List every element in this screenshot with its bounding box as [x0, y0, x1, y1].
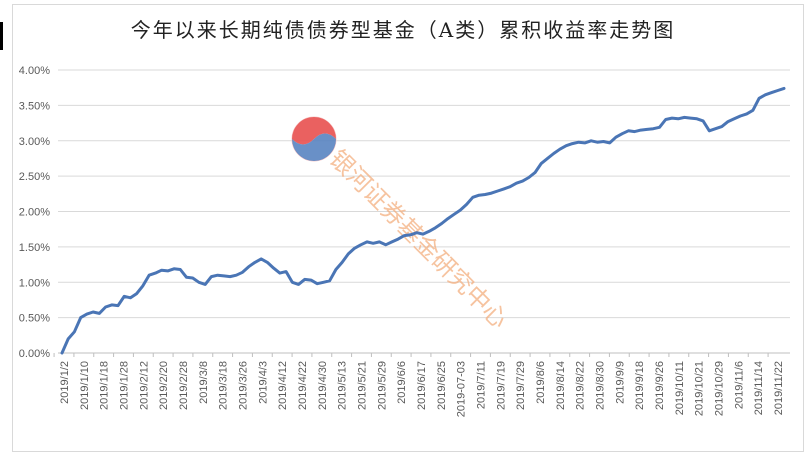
x-tick-label: 2019/8/22 [575, 361, 587, 410]
y-axis-ticks: 0.00% 0.50% 1.00% 1.50% 2.00% 2.50% 3.00% 3.50%… [19, 65, 50, 360]
x-tick-label: 2019/2/20 [158, 361, 170, 410]
y-tick-label: 4.00% [19, 65, 50, 77]
x-tick-label: 2019/10/21 [694, 361, 706, 416]
x-tick-label: 2019/8/6 [535, 361, 547, 404]
x-tick-label: 2019/5/21 [357, 361, 369, 410]
x-tick-label: 2019/6/17 [416, 361, 428, 410]
y-tick-label: 3.00% [19, 136, 50, 148]
x-tick-label: 2019/9/18 [634, 361, 646, 410]
x-tick-label: 2019/11/6 [733, 361, 745, 409]
x-tick-label: 2019/11/14 [753, 361, 765, 415]
x-tick-label: 2019/1/10 [79, 361, 91, 410]
gridlines [58, 69, 790, 319]
x-tick-label: 2019/4/3 [257, 361, 269, 404]
y-tick-label: 2.00% [19, 207, 50, 219]
y-tick-label: 1.00% [19, 277, 50, 289]
x-tick-label: 2019/4/12 [277, 361, 289, 410]
x-tick-label: 2019/7/19 [495, 361, 507, 410]
x-tick-label: 2019/11/22 [773, 361, 785, 415]
x-tick-label: 2019/2/12 [138, 361, 150, 410]
x-tick-label: 2019/3/18 [218, 361, 230, 410]
x-tick-label: 2019/1/28 [119, 361, 131, 410]
x-tick-label: 2019/4/30 [317, 361, 329, 410]
x-tick-label: 2019/9/9 [614, 361, 626, 404]
x-tick-label: 2019/1/18 [99, 361, 111, 410]
x-tick-label: 2019/10/11 [674, 361, 686, 415]
x-tick-label: 2019/7/29 [515, 361, 527, 410]
x-tick-label: 2019/10/29 [714, 361, 726, 416]
x-tick-label: 2019/3/8 [198, 361, 210, 404]
y-tick-label: 2.50% [19, 171, 50, 183]
x-tick-label: 2019/8/14 [555, 361, 567, 410]
x-tick-label: 2019/5/29 [376, 361, 388, 410]
chart-title: 今年以来长期纯债债券型基金（A类）累积收益率走势图 [130, 18, 676, 42]
x-axis-tickmarks [53, 353, 769, 357]
x-tick-label: 2019/4/22 [297, 361, 309, 410]
x-tick-label: 2019-07-03 [456, 361, 468, 417]
x-tick-label: 2019/8/30 [595, 361, 607, 410]
window-edge-marker [0, 22, 3, 50]
logo-blue-half [292, 133, 336, 161]
x-tick-label: 2019/6/6 [396, 361, 408, 404]
logo-red-half [292, 117, 336, 145]
watermark-logo-icon [291, 116, 337, 162]
x-axis-ticks: 2019/1/2 2019/1/10 2019/1/18 2019/1/28 2019/… [59, 361, 785, 417]
watermark-text: 银河证券基金研究中心 [324, 144, 514, 334]
x-tick-label: 2019/9/26 [654, 361, 666, 410]
y-tick-label: 1.50% [19, 242, 50, 254]
series-line [60, 86, 786, 355]
x-tick-label: 2019/7/11 [476, 361, 488, 409]
y-tick-label: 3.50% [19, 100, 50, 112]
chart-frame [12, 4, 804, 452]
y-tick-label: 0.00% [19, 348, 50, 360]
x-tick-label: 2019/6/25 [436, 361, 448, 410]
x-tick-label: 2019/1/2 [59, 361, 71, 404]
x-tick-label: 2019/3/26 [238, 361, 250, 410]
watermark: 银河证券基金研究中心 [291, 116, 514, 334]
y-tick-label: 0.50% [19, 313, 50, 325]
x-tick-label: 2019/2/28 [178, 361, 190, 410]
x-tick-label: 2019/5/13 [337, 361, 349, 410]
